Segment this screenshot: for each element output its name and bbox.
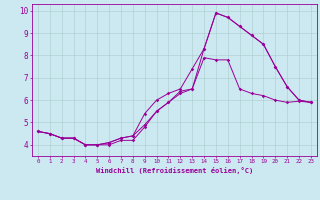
X-axis label: Windchill (Refroidissement éolien,°C): Windchill (Refroidissement éolien,°C) [96,167,253,174]
